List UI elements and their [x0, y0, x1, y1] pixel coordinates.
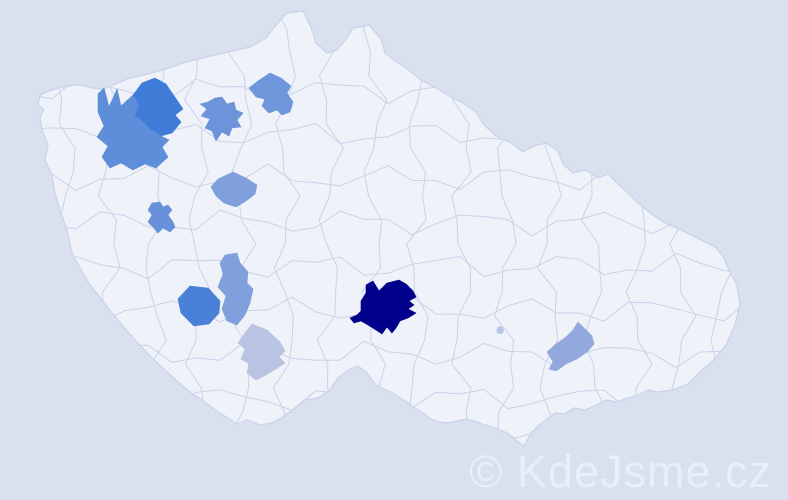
district-highlight-07[interactable] — [177, 285, 221, 327]
district-highlight-05[interactable] — [210, 171, 258, 208]
district-highlight-10[interactable] — [349, 279, 417, 335]
district-highlight-12[interactable] — [496, 325, 505, 335]
country-shape — [37, 10, 741, 447]
district-highlight-09[interactable] — [237, 323, 286, 381]
highlighted-districts — [96, 72, 595, 381]
district-highlight-08[interactable] — [217, 252, 254, 326]
district-highlight-02[interactable] — [96, 87, 170, 171]
district-highlight-04[interactable] — [248, 72, 294, 116]
district-highlight-11[interactable] — [546, 321, 595, 372]
district-highlight-06[interactable] — [147, 201, 176, 234]
district-highlight-03[interactable] — [199, 96, 244, 142]
